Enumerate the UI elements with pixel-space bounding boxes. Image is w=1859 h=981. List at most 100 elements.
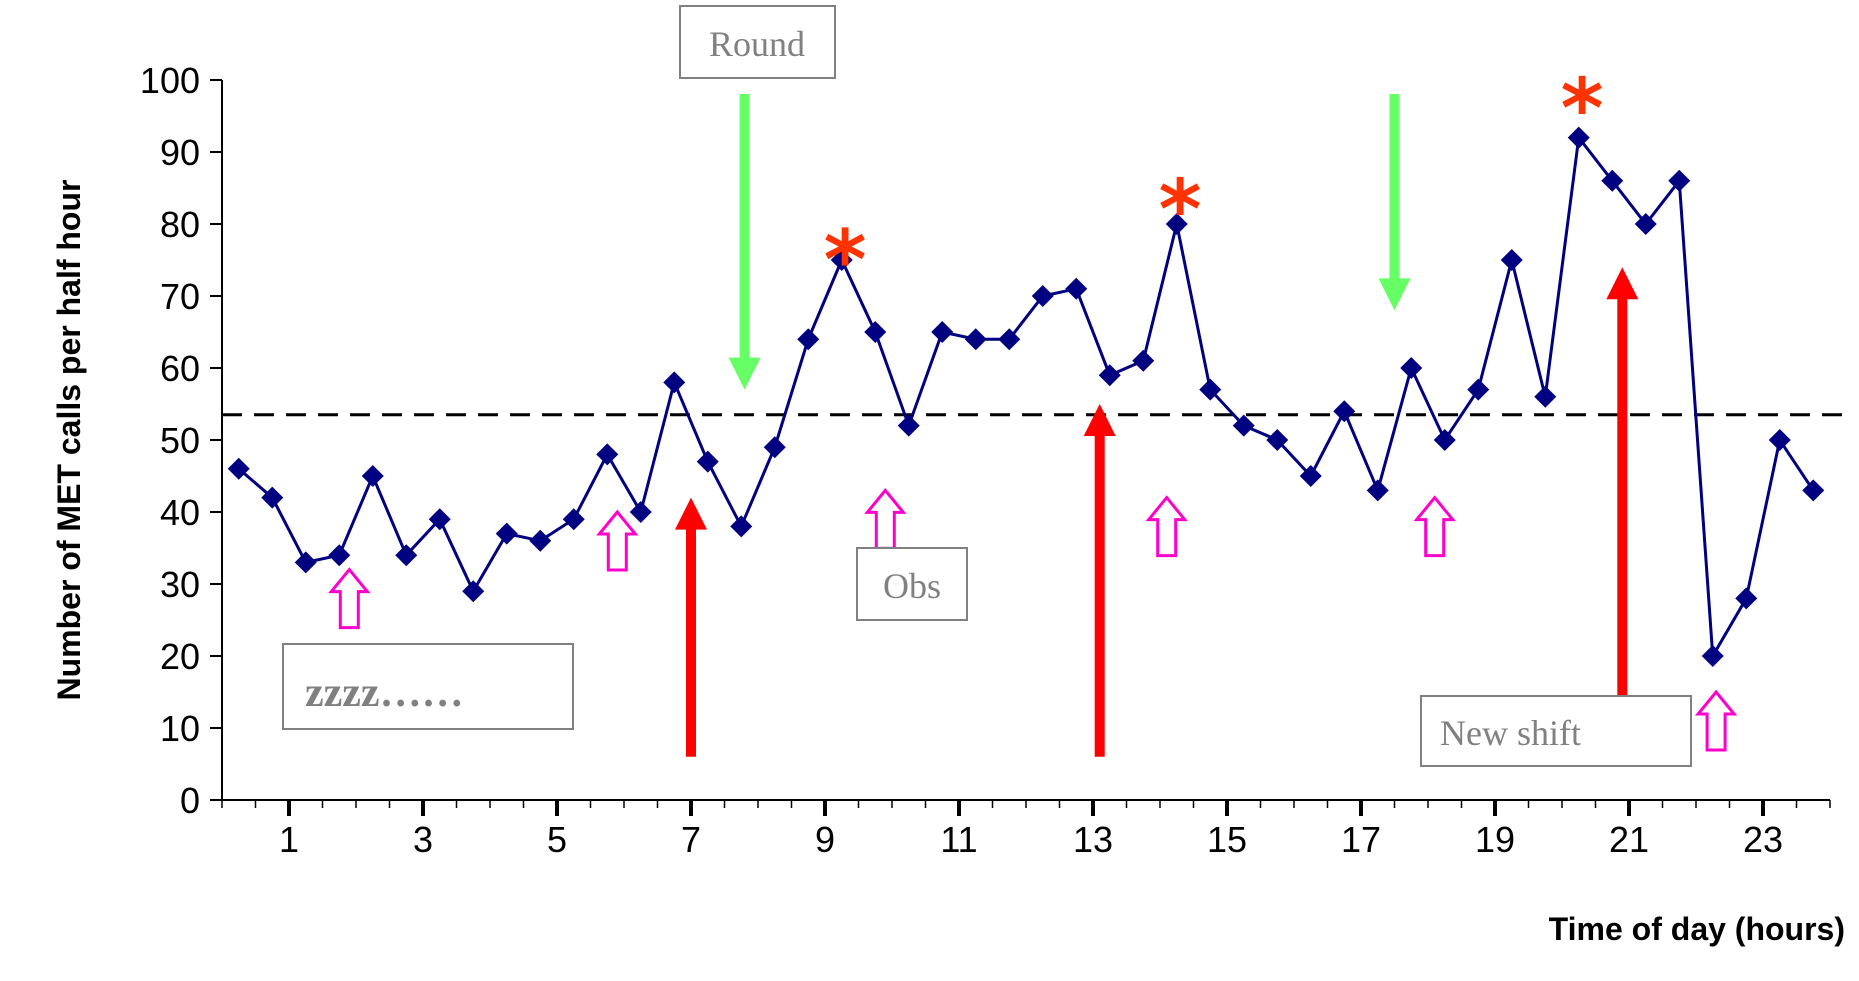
x-tick-label: 19	[1475, 819, 1515, 860]
magenta-arrow	[864, 488, 907, 550]
data-point	[1400, 357, 1423, 379]
data-point	[1634, 213, 1657, 235]
magenta-arrow	[1145, 495, 1188, 558]
y-tick-label: 90	[160, 132, 200, 173]
data-point	[1500, 249, 1523, 271]
x-tick-label: 1	[279, 819, 299, 860]
data-point	[1701, 645, 1724, 667]
data-point	[763, 436, 786, 459]
data-point	[1299, 465, 1322, 487]
data-point	[1266, 429, 1289, 451]
sleep-box: zzzz……	[282, 643, 574, 730]
green-arrow	[728, 94, 761, 390]
data-point	[1098, 364, 1121, 387]
magenta-arrow	[596, 509, 639, 572]
data-point	[1333, 400, 1356, 423]
data-point	[529, 529, 552, 552]
y-tick-label: 40	[160, 492, 200, 533]
data-point	[1366, 479, 1389, 502]
data-point	[1165, 213, 1188, 235]
red-arrow	[1606, 267, 1639, 757]
data-point	[428, 508, 451, 531]
data-point	[294, 551, 317, 574]
asterisk-marker: *	[1159, 163, 1202, 258]
data-point	[1802, 479, 1825, 502]
sleep-label: zzzz……	[305, 670, 464, 716]
magenta-arrow	[328, 567, 371, 630]
data-point	[395, 544, 418, 567]
data-point	[663, 371, 686, 394]
data-point	[1031, 285, 1054, 307]
green-arrow	[1378, 94, 1411, 311]
data-point	[1567, 126, 1590, 149]
red-arrow	[1083, 404, 1116, 757]
y-tick-label: 70	[160, 276, 200, 317]
y-axis-title: Number of MET calls per half hour	[51, 180, 87, 701]
x-axis-title: Time of day (hours)	[1549, 911, 1845, 947]
data-point	[1132, 349, 1155, 372]
series-points	[227, 126, 1825, 667]
y-tick-label: 20	[160, 636, 200, 677]
data-point	[897, 414, 920, 437]
x-tick-label: 17	[1341, 819, 1381, 860]
obs-label: Obs	[883, 566, 941, 606]
data-point	[596, 443, 619, 466]
x-tick-label: 9	[815, 819, 835, 860]
data-point	[797, 328, 820, 351]
magenta-arrows	[328, 488, 1738, 752]
y-tick-label: 50	[160, 420, 200, 461]
data-point	[964, 328, 987, 351]
data-point	[1668, 169, 1691, 192]
asterisk-marker: *	[824, 213, 867, 308]
data-point	[1601, 169, 1624, 192]
data-point	[562, 508, 585, 531]
x-tick-label: 21	[1609, 819, 1649, 860]
data-point	[1534, 385, 1557, 408]
y-tick-label: 60	[160, 348, 200, 389]
y-tick-label: 100	[140, 60, 200, 101]
data-point	[1065, 277, 1088, 300]
asterisk-markers: * * *	[824, 62, 1604, 308]
x-tick-label: 13	[1073, 819, 1113, 860]
red-arrows	[675, 267, 1639, 757]
new-shift-label: New shift	[1440, 713, 1581, 753]
data-point	[1768, 429, 1791, 451]
data-point	[629, 501, 652, 523]
x-tick-label: 3	[413, 819, 433, 860]
data-point	[931, 321, 954, 343]
y-tick-label: 30	[160, 564, 200, 605]
x-tick-label: 5	[547, 819, 567, 860]
obs-box: Obs	[856, 547, 968, 621]
x-tick-label: 15	[1207, 819, 1247, 860]
data-point	[830, 249, 853, 271]
red-arrow	[675, 497, 707, 757]
new-shift-box: New shift	[1420, 695, 1692, 767]
x-ticks: 1 3 5 7 9 11 13 15 17 19 21 23	[221, 800, 1831, 860]
data-point	[361, 465, 384, 487]
data-point	[1735, 587, 1758, 610]
x-tick-label: 11	[940, 819, 977, 860]
asterisk-marker: *	[1561, 62, 1604, 157]
magenta-arrow	[1694, 689, 1738, 752]
y-tick-label: 10	[160, 708, 200, 749]
data-point	[864, 321, 887, 343]
series-line	[237, 133, 1815, 661]
data-point	[328, 544, 351, 567]
data-point	[1199, 378, 1222, 401]
x-tick-label: 23	[1743, 819, 1783, 860]
data-point	[1467, 378, 1490, 401]
data-point	[730, 515, 753, 538]
round-label: Round	[709, 24, 805, 64]
data-point	[696, 450, 719, 473]
data-point	[261, 486, 284, 509]
y-ticks: 0 10 20 30 40 50 60 70 80 90 100	[140, 60, 222, 821]
data-point	[998, 328, 1021, 351]
green-arrows	[728, 94, 1411, 390]
magenta-arrow	[1413, 495, 1456, 558]
data-point	[1232, 414, 1255, 437]
data-point	[462, 580, 485, 603]
x-tick-label: 7	[681, 819, 701, 860]
data-point	[227, 457, 250, 480]
